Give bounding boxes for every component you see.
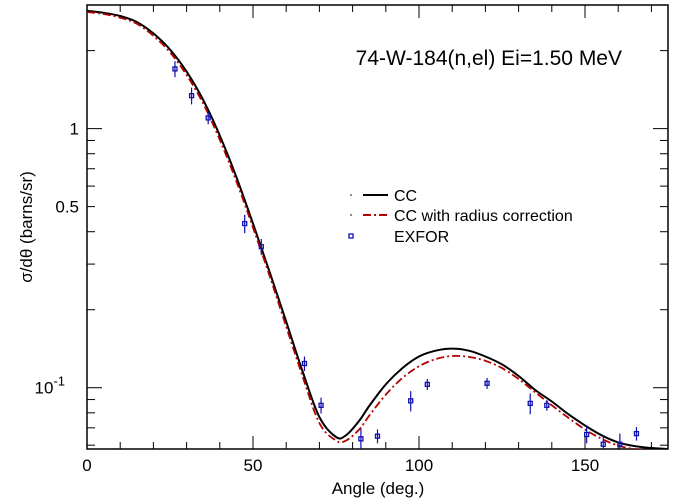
exfor-marker xyxy=(584,431,590,438)
exfor-point xyxy=(301,356,308,372)
y-tick-label: 10-1 xyxy=(35,374,65,398)
exfor-point xyxy=(374,429,381,444)
exfor-marker xyxy=(408,398,414,404)
exfor-marker xyxy=(527,400,533,407)
exfor-point xyxy=(424,379,430,390)
exfor-point xyxy=(188,87,195,105)
legend-label: CC xyxy=(394,188,417,205)
exfor-marker xyxy=(242,220,248,227)
exfor-marker xyxy=(544,402,550,408)
exfor-marker xyxy=(205,115,211,121)
legend-marker xyxy=(348,233,354,239)
legend-label: CC with radius correction xyxy=(394,208,573,225)
exfor-marker xyxy=(318,402,324,408)
exfor-point xyxy=(544,400,550,411)
exfor-point xyxy=(633,427,640,441)
exfor-marker xyxy=(258,244,264,250)
y-tick-label: 1 xyxy=(70,120,79,139)
exfor-point xyxy=(484,378,490,389)
legend-item: EXFOR xyxy=(348,229,449,246)
exfor-point xyxy=(408,391,414,412)
exfor-marker xyxy=(600,441,606,447)
y-tick-label: 0.5 xyxy=(55,198,79,217)
x-tick-label: 50 xyxy=(244,456,263,475)
exfor-point xyxy=(584,426,590,444)
exfor-marker xyxy=(374,433,381,439)
legend: CC CC with radius correction EXFOR xyxy=(348,188,573,246)
plot-frame xyxy=(86,4,669,450)
exfor-marker xyxy=(172,66,178,72)
legend-dot xyxy=(350,214,352,216)
exfor-marker xyxy=(358,436,364,442)
exfor-marker xyxy=(188,93,195,99)
series-line-0 xyxy=(87,9,668,449)
legend-label: EXFOR xyxy=(394,229,449,246)
chart-title: 74-W-184(n,el) Ei=1.50 MeV xyxy=(356,47,622,70)
x-tick-label: 100 xyxy=(405,456,433,475)
series-line-1 xyxy=(87,11,650,449)
exfor-point xyxy=(318,397,324,414)
legend-item: CC xyxy=(350,188,417,205)
exfor-point xyxy=(617,433,623,449)
exfor-marker xyxy=(633,430,640,437)
x-tick-label: 150 xyxy=(571,456,599,475)
exfor-point xyxy=(358,428,364,449)
exfor-point xyxy=(205,111,211,125)
exfor-marker xyxy=(301,360,308,367)
exfor-marker xyxy=(424,381,430,388)
exfor-point xyxy=(172,61,178,78)
series-layer xyxy=(87,9,668,449)
y-axis-label: σ/dθ (barns/sr) xyxy=(17,171,36,283)
legend-item: CC with radius correction xyxy=(350,208,573,225)
exfor-point xyxy=(600,435,606,449)
exfor-point xyxy=(527,393,533,415)
axis-ticks: 0 50 100 150 10-1 0.5 1 xyxy=(35,4,668,475)
exfor-point xyxy=(242,214,248,234)
exfor-marker xyxy=(484,380,490,386)
exfor-marker xyxy=(617,441,623,447)
x-axis-label: Angle (deg.) xyxy=(332,479,425,498)
exfor-point xyxy=(258,238,264,256)
legend-dot xyxy=(350,194,352,196)
x-tick-label: 0 xyxy=(82,456,91,475)
